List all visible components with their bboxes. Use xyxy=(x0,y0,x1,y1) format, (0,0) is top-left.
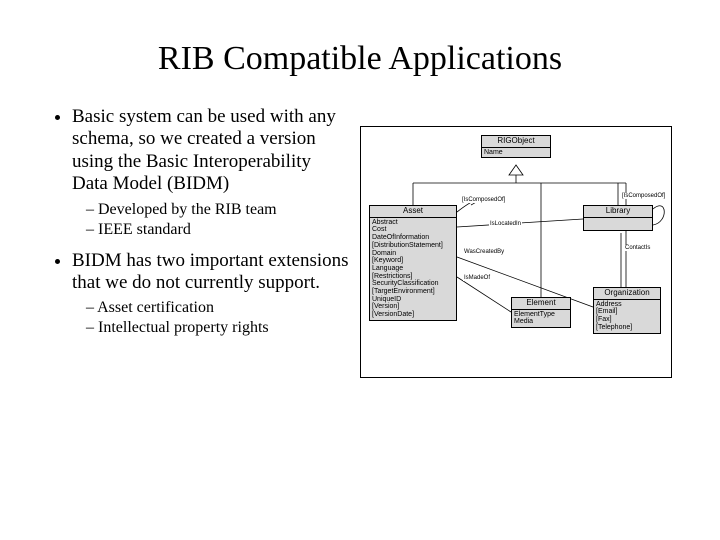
asset-attr-12: [VersionDate] xyxy=(372,311,454,319)
asset-attr-1: Cost xyxy=(372,226,454,234)
node-library: Library xyxy=(583,205,653,231)
bullet-2-text: BIDM has two important extensions that w… xyxy=(72,250,349,293)
bullet-2-sublist: Asset certification Intellectual propert… xyxy=(72,298,350,338)
diagram-column: RIGObject Name Asset Abstract Cost DateO… xyxy=(360,106,672,378)
bullet-2-sub-2: Intellectual property rights xyxy=(86,318,350,338)
node-element-title: Element xyxy=(512,298,570,310)
bullet-list: Basic system can be used with any schema… xyxy=(50,106,350,338)
bullet-1: Basic system can be used with any schema… xyxy=(72,106,350,240)
node-asset-body: Abstract Cost DateOfInformation [Distrib… xyxy=(370,218,456,320)
label-iscomposedof-lib: [IsComposedOf] xyxy=(621,193,671,199)
node-organization-title: Organization xyxy=(594,288,660,300)
asset-attr-9: [TargetEnvironment] xyxy=(372,288,454,296)
asset-attr-3: [DistributionStatement] xyxy=(372,242,454,250)
element-attr-1: Media xyxy=(514,318,568,326)
text-column: Basic system can be used with any schema… xyxy=(50,106,350,378)
content-row: Basic system can be used with any schema… xyxy=(50,106,670,378)
node-rigobject-title: RIGObject xyxy=(482,136,550,148)
slide: RIB Compatible Applications Basic system… xyxy=(0,0,720,540)
node-organization-body: Address [Email] [Fax] [Telephone] xyxy=(594,300,660,333)
org-attr-1: [Email] xyxy=(596,308,658,316)
asset-attr-7: [Restrictions] xyxy=(372,273,454,281)
slide-title: RIB Compatible Applications xyxy=(50,40,670,78)
node-asset-title: Asset xyxy=(370,206,456,218)
bullet-2-sub-1: Asset certification xyxy=(86,298,350,318)
node-rigobject: RIGObject Name xyxy=(481,135,551,158)
node-element: Element ElementType Media xyxy=(511,297,571,328)
bullet-1-text: Basic system can be used with any schema… xyxy=(72,106,336,194)
node-rigobject-attr: Name xyxy=(482,148,550,158)
asset-attr-11: [Version] xyxy=(372,303,454,311)
org-attr-2: [Fax] xyxy=(596,316,658,324)
node-element-body: ElementType Media xyxy=(512,310,570,327)
node-organization: Organization Address [Email] [Fax] [Tele… xyxy=(593,287,661,334)
label-contactis: ContactIs xyxy=(624,245,651,251)
asset-attr-4: Domain xyxy=(372,250,454,258)
asset-attr-10: UniqueID xyxy=(372,296,454,304)
node-library-title: Library xyxy=(584,206,652,218)
label-wascreatedby: WasCreatedBy xyxy=(463,249,505,255)
uml-diagram: RIGObject Name Asset Abstract Cost DateO… xyxy=(360,126,672,378)
asset-attr-2: DateOfInformation xyxy=(372,234,454,242)
asset-attr-5: [Keyword] xyxy=(372,257,454,265)
label-ismadeof: IsMadeOf xyxy=(463,275,491,281)
node-asset: Asset Abstract Cost DateOfInformation [D… xyxy=(369,205,457,321)
label-islocatedin: IsLocatedIn xyxy=(489,221,522,227)
bullet-1-sub-1: Developed by the RIB team xyxy=(86,200,350,220)
bullet-1-sublist: Developed by the RIB team IEEE standard xyxy=(72,200,350,240)
bullet-2: BIDM has two important extensions that w… xyxy=(72,250,350,339)
asset-attr-8: SecurityClassification xyxy=(372,280,454,288)
label-iscomposedof-asset: [IsComposedOf] xyxy=(461,197,506,203)
bullet-1-sub-2: IEEE standard xyxy=(86,220,350,240)
asset-attr-6: Language xyxy=(372,265,454,273)
org-attr-0: Address xyxy=(596,301,658,309)
element-attr-0: ElementType xyxy=(514,311,568,319)
asset-attr-0: Abstract xyxy=(372,219,454,227)
node-library-body xyxy=(584,218,652,230)
org-attr-3: [Telephone] xyxy=(596,324,658,332)
